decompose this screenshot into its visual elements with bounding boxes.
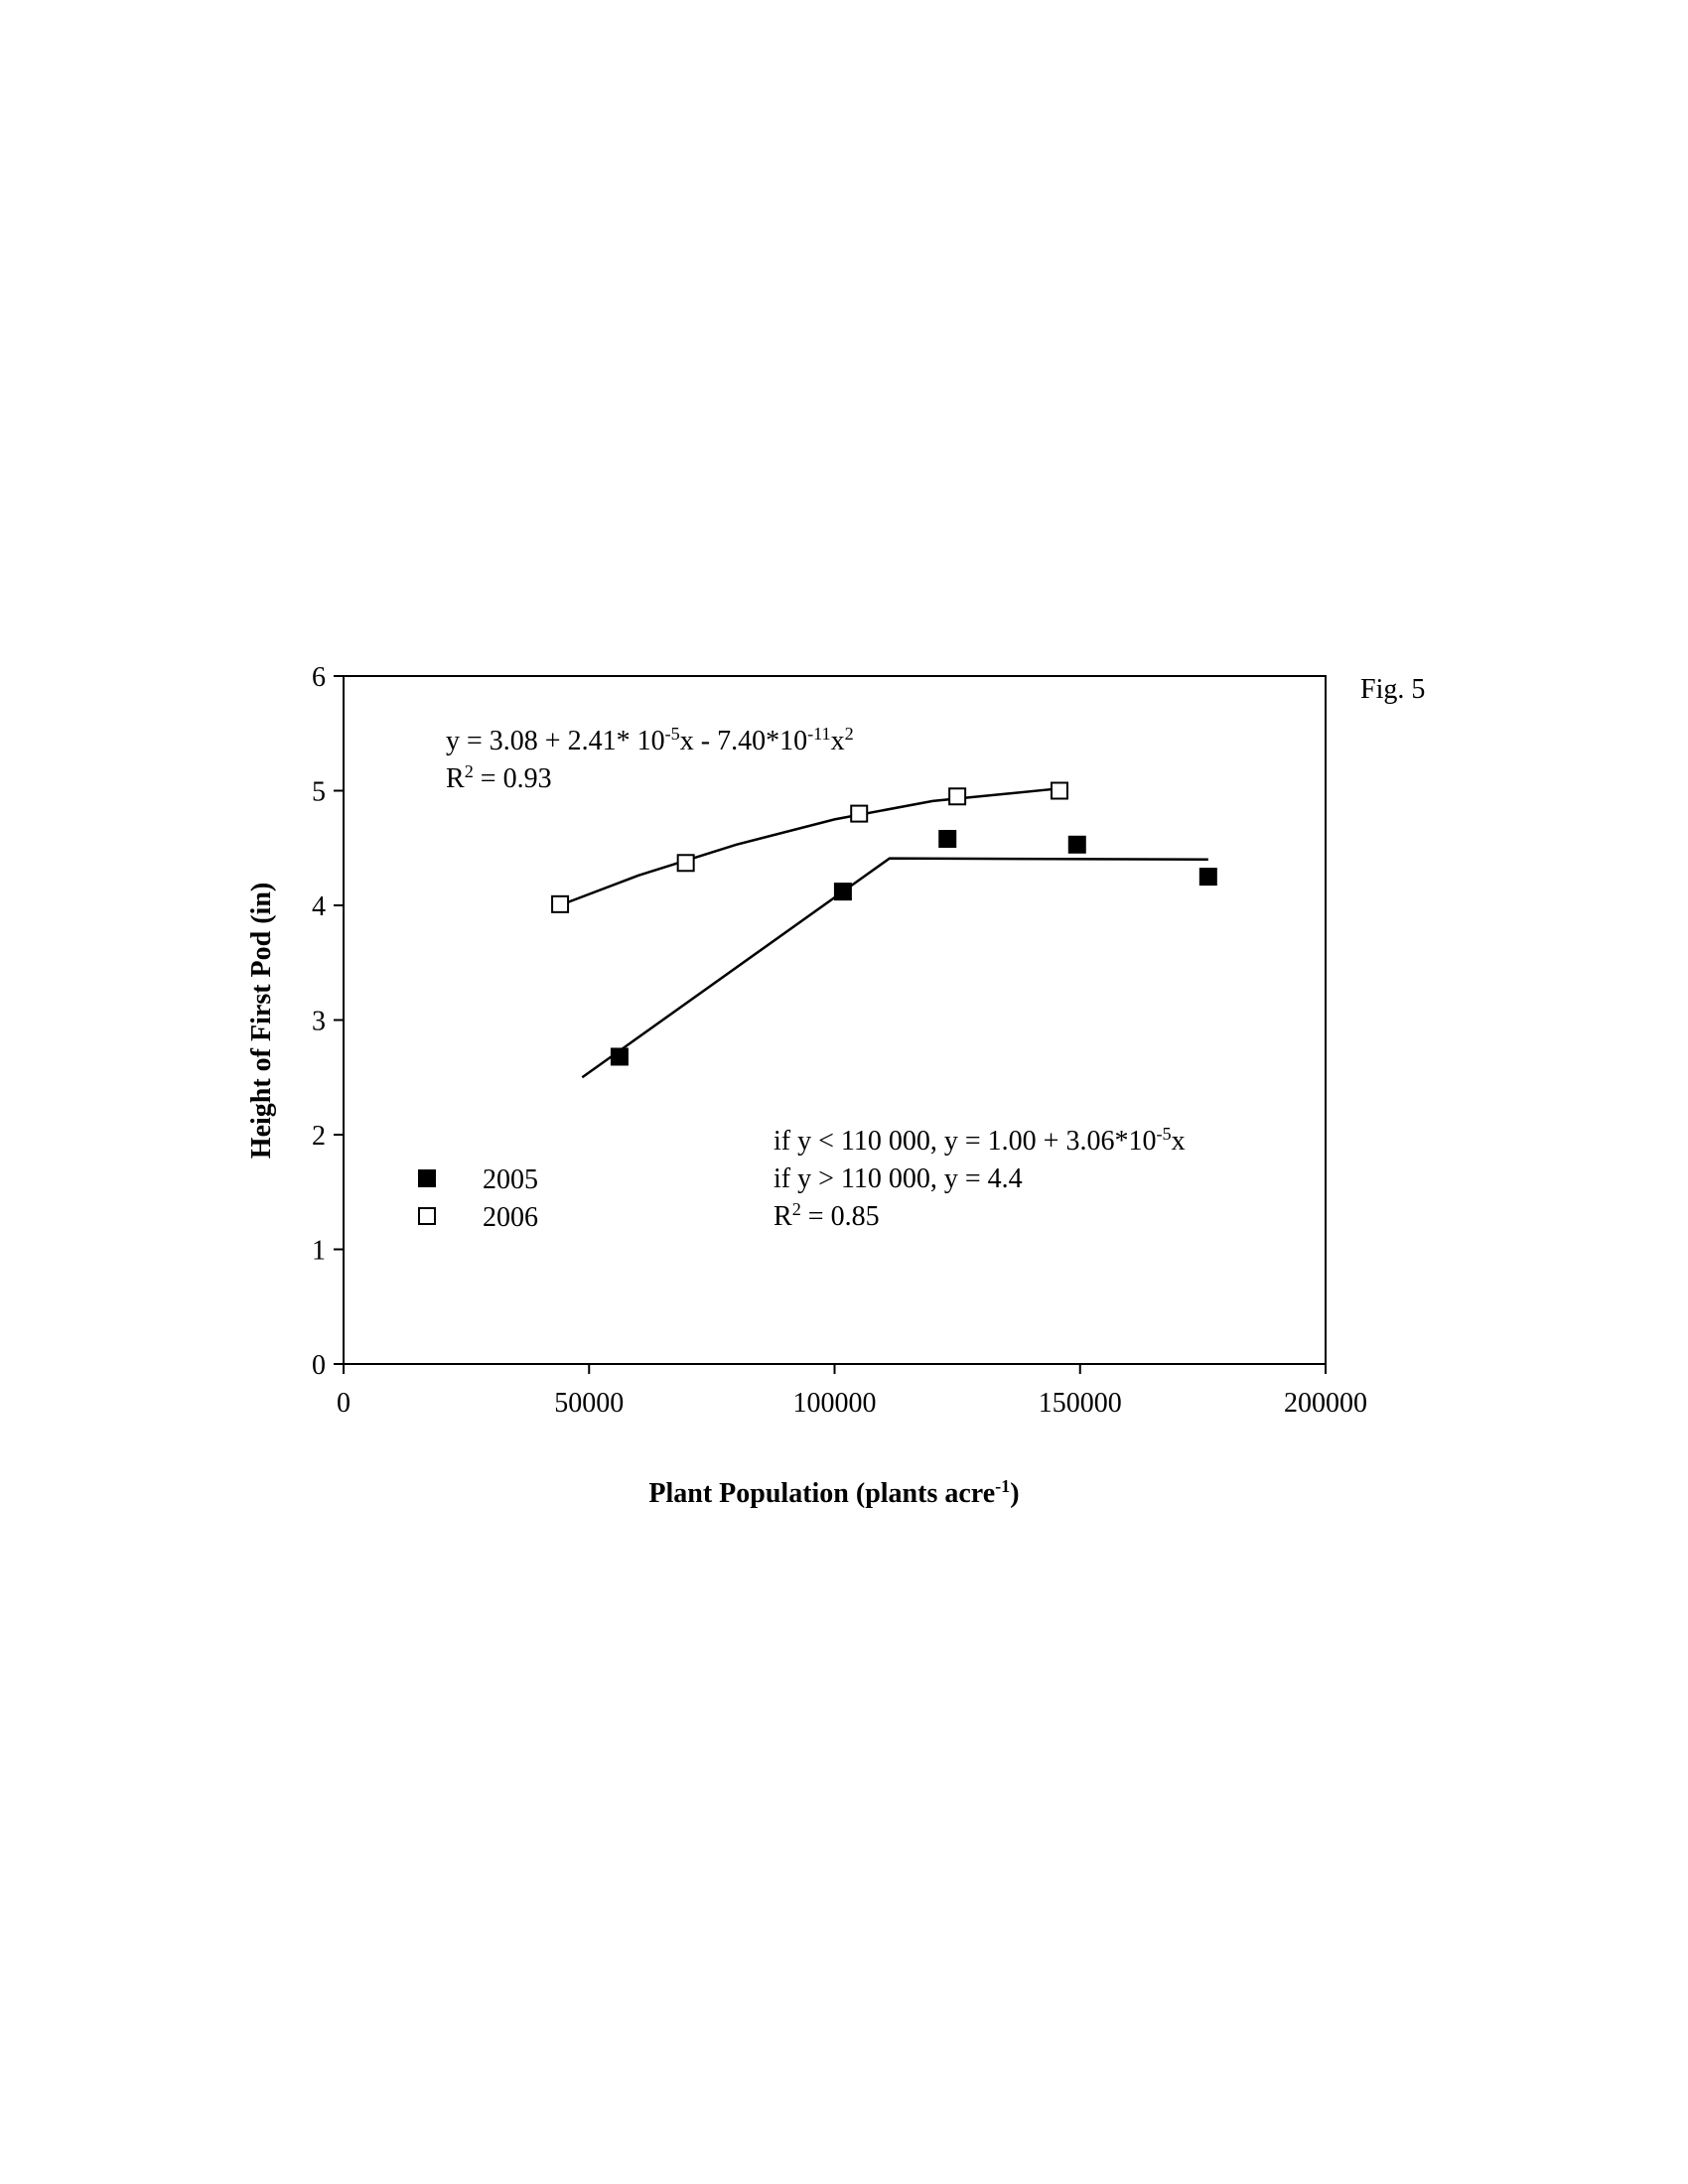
annotation: if y < 110 000, y = 1.00 + 3.06*10-5x xyxy=(774,1124,1186,1157)
annotation-part: if y > 110 000, y = 4.4 xyxy=(774,1163,1023,1194)
x-axis-label-sup: -1 xyxy=(995,1476,1010,1496)
marker xyxy=(833,883,852,901)
annotation-part: x - 7.40*10 xyxy=(680,726,807,756)
marker xyxy=(1050,781,1068,800)
annotation-part: x xyxy=(1172,1126,1186,1157)
annotation: R2 = 0.85 xyxy=(774,1199,880,1232)
annotation-sup: -5 xyxy=(1156,1124,1171,1144)
annotation-sup: 2 xyxy=(465,761,474,781)
y-tick-label: 2 xyxy=(312,1121,326,1152)
annotation-part: = 0.85 xyxy=(801,1201,880,1232)
annotation-sup: 2 xyxy=(845,724,854,744)
y-tick-label: 0 xyxy=(312,1350,326,1381)
marker xyxy=(676,854,695,873)
annotation-part: y = 3.08 + 2.41* 10 xyxy=(446,726,665,756)
legend-label: 2006 xyxy=(483,1202,538,1233)
y-tick-label: 4 xyxy=(312,891,326,922)
marker xyxy=(948,787,967,806)
x-axis-label: Plant Population (plants acre-1) xyxy=(648,1476,1019,1509)
marker xyxy=(1198,868,1217,887)
x-tick-label: 0 xyxy=(337,1388,351,1419)
y-tick-label: 5 xyxy=(312,777,326,808)
annotation-sup: 2 xyxy=(792,1199,801,1219)
legend-label: 2005 xyxy=(483,1164,538,1195)
marker xyxy=(850,804,869,823)
legend-marker xyxy=(418,1207,436,1225)
legend-marker xyxy=(418,1169,436,1187)
annotation: R2 = 0.93 xyxy=(446,761,552,794)
marker xyxy=(1067,835,1086,854)
annotation-part: R xyxy=(446,763,465,794)
y-tick-label: 1 xyxy=(312,1236,326,1267)
annotation-part: R xyxy=(774,1201,792,1232)
annotation: y = 3.08 + 2.41* 10-5x - 7.40*10-11x2 xyxy=(446,724,854,756)
annotation-part: if y < 110 000, y = 1.00 + 3.06*10 xyxy=(774,1126,1156,1157)
fit-line xyxy=(581,857,1208,1079)
marker xyxy=(938,830,957,849)
annotation: if y > 110 000, y = 4.4 xyxy=(774,1163,1023,1194)
y-tick-label: 3 xyxy=(312,1007,326,1037)
annotation-part: x xyxy=(831,726,845,756)
x-tick-label: 200000 xyxy=(1284,1388,1367,1419)
x-axis-label-part: ) xyxy=(1010,1478,1019,1509)
marker xyxy=(610,1047,629,1066)
x-tick-label: 100000 xyxy=(793,1388,877,1419)
y-tick-label: 6 xyxy=(312,662,326,693)
fit-line xyxy=(559,786,1061,907)
annotation-sup: -11 xyxy=(807,724,831,744)
x-tick-label: 50000 xyxy=(554,1388,624,1419)
figure-label: Fig. 5 xyxy=(1360,674,1425,705)
x-axis-label-part: Plant Population (plants acre xyxy=(648,1478,995,1509)
annotation-part: = 0.93 xyxy=(474,763,552,794)
marker xyxy=(551,894,570,913)
x-tick-label: 150000 xyxy=(1039,1388,1122,1419)
annotation-sup: -5 xyxy=(665,724,680,744)
y-axis-label: Height of First Pod (in) xyxy=(246,883,277,1159)
